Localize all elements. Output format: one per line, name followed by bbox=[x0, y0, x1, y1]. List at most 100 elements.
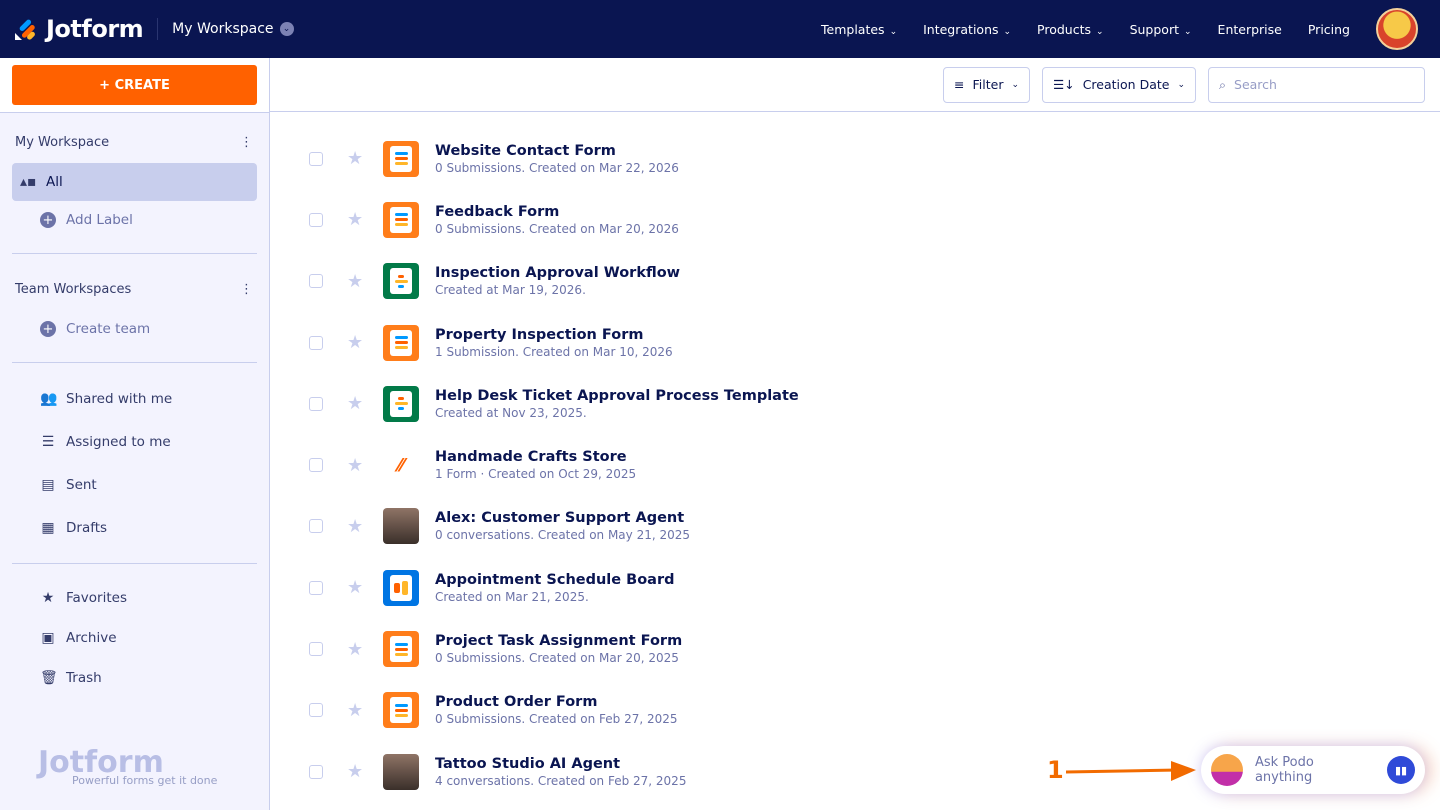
star-icon[interactable]: ★ bbox=[347, 699, 364, 721]
item-title[interactable]: Feedback Form bbox=[435, 203, 560, 220]
select-checkbox[interactable] bbox=[309, 274, 323, 289]
chevron-down-icon: ⌄ bbox=[889, 26, 898, 37]
list-item[interactable]: ★ Inspection Approval Workflow Created at … bbox=[270, 251, 1440, 312]
nav-pricing[interactable]: Pricing bbox=[1307, 21, 1350, 37]
list-item[interactable]: ★ Appointment Schedule Board Created on Ma… bbox=[270, 557, 1440, 618]
star-icon[interactable]: ★ bbox=[347, 761, 364, 783]
list-item[interactable]: ★ Property Inspection Form 1 Submission. C… bbox=[270, 312, 1440, 373]
item-title[interactable]: Appointment Schedule Board bbox=[435, 571, 675, 588]
item-subtitle: 4 conversations. Created on Feb 27, 2025 bbox=[435, 773, 687, 788]
item-title[interactable]: Property Inspection Form bbox=[435, 326, 644, 343]
brand-name: Jotform bbox=[46, 15, 144, 43]
sidebar-item-drafts[interactable]: ▦ Drafts bbox=[32, 506, 257, 549]
sidebar-item-all[interactable]: ▴▪ All bbox=[12, 163, 257, 201]
sidebar-item-archive[interactable]: ▣ Archive bbox=[32, 618, 257, 658]
sidebar-item-sent[interactable]: ▤ Sent bbox=[32, 463, 257, 506]
select-checkbox[interactable] bbox=[309, 335, 323, 350]
annotation-arrow-icon bbox=[1066, 761, 1196, 781]
nav-enterprise[interactable]: Enterprise bbox=[1217, 21, 1282, 37]
nav-templates[interactable]: Templates ⌄ bbox=[821, 22, 897, 37]
select-checkbox[interactable] bbox=[309, 703, 323, 718]
select-checkbox[interactable] bbox=[309, 519, 323, 534]
filter-icon: ≡ bbox=[954, 77, 965, 92]
add-label-button[interactable]: + Add Label bbox=[12, 201, 257, 239]
chevron-down-icon: ⌄ bbox=[279, 22, 294, 36]
workflow-icon bbox=[383, 263, 419, 300]
divider bbox=[157, 18, 159, 40]
star-icon[interactable]: ★ bbox=[347, 638, 364, 660]
asset-list: ★ Website Contact Form 0 Submissions. Crea… bbox=[270, 128, 1440, 802]
chevron-down-icon: ⌄ bbox=[1096, 26, 1104, 37]
item-title[interactable]: Product Order Form bbox=[435, 694, 598, 711]
item-title[interactable]: Website Contact Form bbox=[435, 142, 616, 159]
star-icon[interactable]: ★ bbox=[347, 332, 364, 354]
sidebar-item-favorites[interactable]: ★ Favorites bbox=[32, 578, 257, 618]
select-checkbox[interactable] bbox=[309, 151, 323, 166]
sidebar-item-label: Add Label bbox=[66, 212, 133, 228]
select-checkbox[interactable] bbox=[309, 212, 323, 227]
sidebar-item-trash[interactable]: 🗑 Trash bbox=[32, 658, 257, 698]
star-icon[interactable]: ★ bbox=[347, 270, 364, 292]
star-icon[interactable]: ★ bbox=[347, 577, 364, 599]
star-icon[interactable]: ★ bbox=[347, 148, 364, 170]
sidebar: + CREATE My Workspace ⋮ ▴▪ All + Add Label … bbox=[0, 58, 270, 810]
select-checkbox[interactable] bbox=[309, 764, 323, 779]
list-item[interactable]: ★ Feedback Form 0 Submissions. Created on … bbox=[270, 189, 1440, 250]
sidebar-item-label: Archive bbox=[66, 630, 117, 646]
jotform-logo[interactable]: Jotform bbox=[14, 15, 144, 43]
ask-podo-input[interactable]: Ask Podo anything ▮▮ bbox=[1201, 746, 1425, 794]
form-icon bbox=[383, 324, 419, 361]
item-title[interactable]: Help Desk Ticket Approval Process Templa… bbox=[435, 387, 799, 404]
star-icon[interactable]: ★ bbox=[347, 454, 364, 476]
user-avatar[interactable] bbox=[1376, 8, 1418, 50]
list-item[interactable]: ★ Project Task Assignment Form 0 Submissio… bbox=[270, 618, 1440, 679]
workspace-switcher[interactable]: My Workspace ⌄ bbox=[172, 21, 294, 37]
item-title[interactable]: Tattoo Studio AI Agent bbox=[435, 755, 621, 772]
workspace-label: My Workspace bbox=[172, 21, 274, 37]
filter-button[interactable]: ≡ Filter ⌄ bbox=[943, 66, 1031, 103]
select-checkbox[interactable] bbox=[309, 642, 323, 657]
select-checkbox[interactable] bbox=[309, 458, 323, 473]
star-icon[interactable]: ★ bbox=[347, 209, 364, 231]
item-title[interactable]: Project Task Assignment Form bbox=[435, 633, 683, 650]
item-subtitle: 1 Submission. Created on Mar 10, 2026 bbox=[435, 344, 673, 359]
create-button[interactable]: + CREATE bbox=[12, 65, 257, 105]
draft-icon: ▦ bbox=[41, 519, 55, 536]
nav-integrations[interactable]: Integrations ⌄ bbox=[923, 22, 1011, 37]
sort-button[interactable]: ☰↓ Creation Date ⌄ bbox=[1042, 66, 1196, 103]
star-icon[interactable]: ★ bbox=[347, 515, 364, 537]
sidebar-item-label: All bbox=[46, 174, 63, 190]
agent-icon bbox=[383, 753, 419, 790]
nav-label: Products bbox=[1037, 21, 1092, 37]
item-title[interactable]: Alex: Customer Support Agent bbox=[435, 510, 685, 527]
item-title[interactable]: Inspection Approval Workflow bbox=[435, 265, 681, 282]
sidebar-item-label: Create team bbox=[66, 321, 151, 337]
select-checkbox[interactable] bbox=[309, 396, 323, 411]
nav-support[interactable]: Support ⌄ bbox=[1130, 22, 1192, 37]
item-title[interactable]: Handmade Crafts Store bbox=[435, 449, 627, 466]
top-navbar: Jotform My Workspace ⌄ Templates ⌄ Integra… bbox=[0, 0, 1440, 58]
sidebar-item-shared[interactable]: 👥 Shared with me bbox=[32, 377, 257, 420]
list-item[interactable]: ★ Alex: Customer Support Agent 0 conversat… bbox=[270, 496, 1440, 557]
more-options-icon[interactable]: ⋮ bbox=[240, 281, 253, 297]
create-team-button[interactable]: + Create team bbox=[12, 310, 257, 348]
chevron-down-icon: ⌄ bbox=[1003, 26, 1012, 37]
item-subtitle: Created on Mar 21, 2025. bbox=[435, 589, 589, 604]
more-options-icon[interactable]: ⋮ bbox=[240, 134, 253, 150]
list-item[interactable]: ★ Website Contact Form 0 Submissions. Crea… bbox=[270, 128, 1440, 189]
item-subtitle: 1 Form · Created on Oct 29, 2025 bbox=[435, 467, 637, 482]
chevron-down-icon: ⌄ bbox=[1184, 26, 1192, 37]
sidebar-item-assigned[interactable]: ☰ Assigned to me bbox=[32, 420, 257, 463]
star-icon[interactable]: ★ bbox=[347, 393, 364, 415]
voice-icon[interactable]: ▮▮ bbox=[1387, 756, 1415, 784]
select-checkbox[interactable] bbox=[309, 580, 323, 595]
list-item[interactable]: ★ ⁄⁄ Handmade Crafts Store 1 Form · Created… bbox=[270, 434, 1440, 495]
list-item[interactable]: ★ Help Desk Ticket Approval Process Templ… bbox=[270, 373, 1440, 434]
search-input[interactable]: ⌕ Search bbox=[1208, 66, 1425, 103]
list-item[interactable]: ★ Product Order Form 0 Submissions. Create… bbox=[270, 680, 1440, 741]
list-item[interactable]: ★ Tattoo Studio AI Agent 4 conversations. … bbox=[270, 741, 1440, 802]
item-subtitle: 0 Submissions. Created on Feb 27, 2025 bbox=[435, 712, 678, 727]
footer-brand: Jotform bbox=[38, 745, 164, 780]
form-icon bbox=[383, 201, 419, 238]
nav-products[interactable]: Products ⌄ bbox=[1037, 22, 1104, 37]
